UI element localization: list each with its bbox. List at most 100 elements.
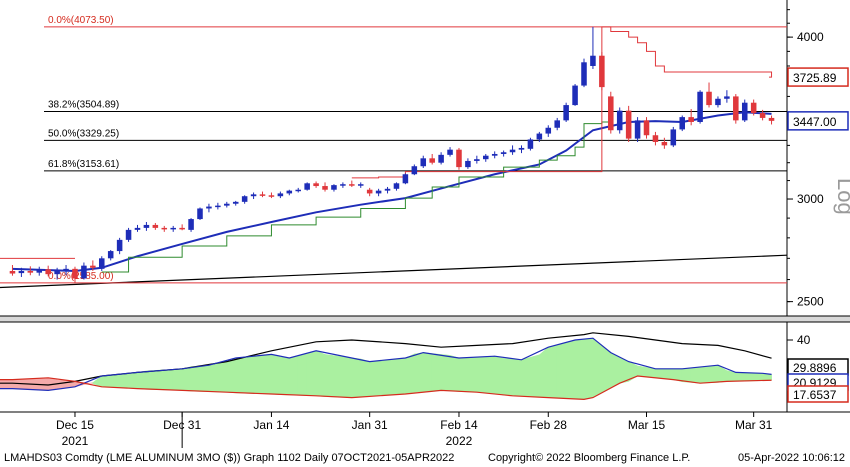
candle-body (652, 135, 659, 142)
price-tag-box (787, 67, 849, 87)
fill-segment (172, 368, 183, 391)
indicator-line (0, 375, 772, 401)
candle-body (36, 269, 43, 273)
candle-body (697, 91, 703, 122)
fill-segment (119, 373, 129, 389)
candle-body (143, 224, 150, 228)
fill-segment (253, 355, 263, 395)
price-tag-box (787, 111, 849, 131)
candle-body (679, 117, 686, 130)
candle-body (81, 265, 87, 279)
fill-segment (423, 352, 433, 392)
candle-body (268, 195, 275, 197)
fill-segment (494, 355, 504, 396)
candle-body (733, 96, 739, 121)
y-tick-label: 4000 (797, 30, 824, 44)
indicator-line (0, 337, 772, 392)
fill-segment (342, 356, 353, 398)
fill-segment (333, 355, 344, 398)
candle-body (625, 110, 632, 139)
fill-segment (681, 367, 692, 383)
x-tick-label: Dec 15 (56, 418, 94, 432)
fill-segment (387, 358, 397, 396)
price-tag-label: 3725.89 (793, 71, 837, 85)
series-line (12, 111, 772, 272)
fill-segment (280, 356, 290, 396)
candle-body (545, 127, 552, 134)
candle-body (63, 268, 69, 271)
footer: LMAHDS03 Comdty (LME ALUMINUM 3MO ($)) G… (0, 448, 850, 467)
candle-body (750, 102, 757, 114)
fill-segment (137, 370, 147, 390)
candle-body (170, 227, 176, 230)
fill-segment (744, 372, 754, 382)
fill-segment (208, 363, 219, 393)
fill-segment (396, 357, 406, 395)
fill-segment (306, 350, 317, 397)
candle-body (661, 141, 668, 146)
fill-segment (0, 379, 13, 389)
candle-body (188, 219, 194, 230)
candle-body (313, 183, 319, 187)
fill-segment (128, 372, 138, 389)
candle-body (340, 184, 346, 186)
candle-body (590, 55, 596, 66)
candle-body (250, 194, 257, 197)
candle-body (116, 239, 123, 252)
candle-body (331, 185, 337, 190)
fill-segment (735, 372, 745, 382)
fill-segment (521, 356, 531, 397)
fill-segment (155, 369, 165, 391)
price-panel: 2500 3000 4000 Log 0.0%(4073.50) 38.2%(3504.8… (0, 0, 850, 412)
candle-body (706, 91, 712, 106)
value-tag-box (787, 385, 849, 403)
fill-segment (190, 365, 201, 392)
fill-segment (574, 339, 585, 400)
candle-body (536, 133, 543, 140)
fill-segment (217, 362, 228, 393)
fill-segment (146, 370, 156, 390)
fill-segment (699, 365, 710, 384)
fill-segment (753, 372, 763, 382)
fill-segment (378, 359, 388, 396)
candle-body (411, 166, 418, 175)
price-tag-label: 3447.00 (793, 115, 837, 129)
fill-segment (690, 366, 701, 384)
fib-level-label: 0.0%(2585.00) (48, 271, 114, 282)
value-tag-label: 17.6537 (793, 388, 837, 402)
footer-security: LMAHDS03 Comdty (LME ALUMINUM 3MO ($)) G… (4, 452, 455, 464)
candle-body (554, 120, 560, 128)
fill-segment (297, 352, 308, 396)
candle-body (304, 183, 310, 190)
fill-segment (414, 352, 424, 393)
fill-segment (181, 366, 192, 392)
fib-level-label: 50.0%(3329.25) (48, 128, 119, 139)
fill-segment (548, 344, 558, 399)
candle-body (581, 62, 587, 86)
x-tick-label: Feb 14 (440, 418, 478, 432)
fill-segment (637, 365, 647, 378)
fib-level-label: 0.0%(4073.50) (48, 15, 114, 26)
fill-segment (512, 358, 522, 397)
candle-body (224, 203, 230, 206)
candle-body (125, 229, 132, 240)
fill-segment (601, 344, 612, 394)
candle-body (54, 270, 60, 275)
candle-body (447, 149, 453, 155)
fill-segment (164, 369, 174, 391)
x-tick-label: Jan 31 (352, 418, 388, 432)
candle-body (27, 270, 34, 273)
value-tag-label: 29.8896 (793, 361, 837, 375)
x-tick-label: Feb 28 (530, 418, 568, 432)
x-axis: Dec 15 Dec 31 Jan 14 Jan 31 Feb 14 Feb 28 Mar … (0, 411, 850, 448)
candle-body (232, 201, 239, 204)
candle-body (429, 158, 435, 163)
footer-copyright: Copyright© 2022 Bloomberg Finance L.P. (488, 452, 691, 464)
candle-body (259, 194, 266, 196)
candle-body (357, 184, 364, 186)
candle-body (9, 270, 16, 274)
fill-segment (664, 368, 674, 380)
fill-segment (289, 355, 299, 396)
candle-body (215, 205, 221, 208)
